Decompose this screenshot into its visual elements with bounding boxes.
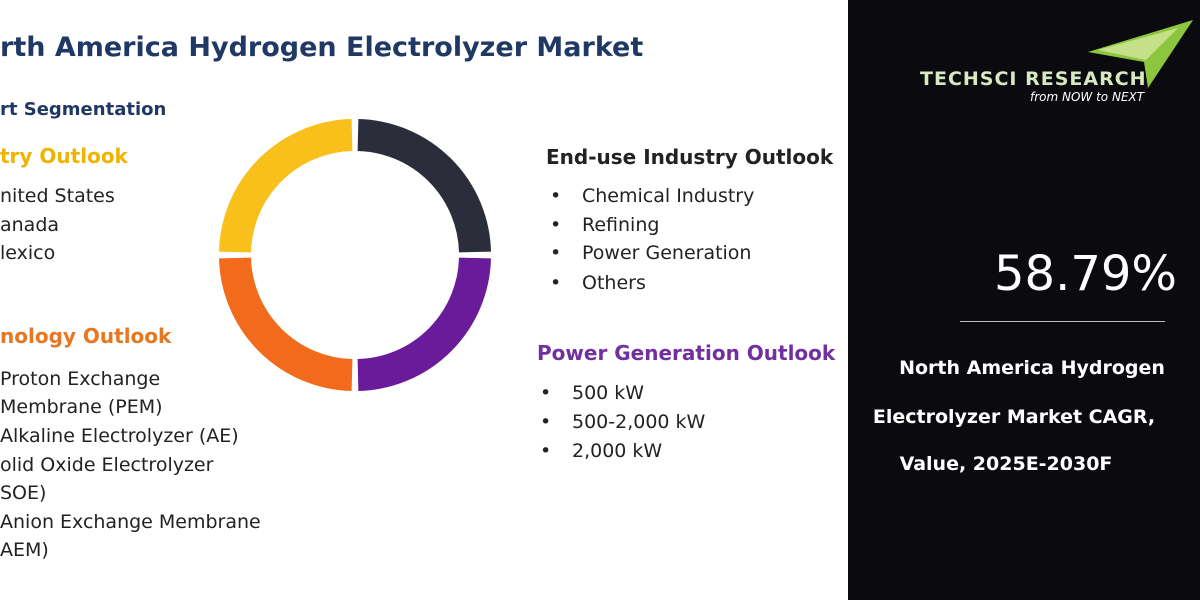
divider xyxy=(960,321,1165,322)
caption-line: North America Hydrogen xyxy=(899,357,1165,379)
logo-swoosh xyxy=(1088,20,1193,88)
donut-segment xyxy=(219,119,353,253)
sidebar: TECHSCI RESEARCH from NOW to NEXT 58.79%… xyxy=(848,0,1200,600)
donut-graphic xyxy=(219,119,491,391)
section-heading: Power Generation Outlook xyxy=(537,341,836,365)
section-heading: End-use Industry Outlook xyxy=(546,145,834,169)
tagline: from NOW to NEXT xyxy=(1030,90,1145,104)
section-heading: nology Outlook xyxy=(0,324,172,348)
caption-line: Value, 2025E-2030F xyxy=(899,453,1113,475)
list-item: 500-2,000 kW xyxy=(540,413,705,433)
list-item: Power Generation xyxy=(550,244,752,264)
list-item: 500 kW xyxy=(540,384,644,404)
caption-line: Electrolyzer Market CAGR, xyxy=(872,406,1156,428)
list-item: Refining xyxy=(550,216,660,236)
list-item: olid Oxide Electrolyzer xyxy=(0,454,214,476)
list-item: anada xyxy=(0,214,60,236)
list-item: lexico xyxy=(0,242,56,264)
list-item: SOE) xyxy=(0,482,47,504)
donut-segment xyxy=(357,119,491,253)
donut-segment xyxy=(357,257,491,391)
list-item: Alkaline Electrolyzer (AE) xyxy=(0,425,239,447)
list-item: Anion Exchange Membrane xyxy=(0,511,261,533)
cagr-value: 58.79% xyxy=(994,246,1178,302)
subtitle: rt Segmentation xyxy=(0,99,167,120)
list-item: Membrane (PEM) xyxy=(0,396,163,418)
list-item: Others xyxy=(550,274,646,294)
list-item: AEM) xyxy=(0,539,49,561)
list-item: 2,000 kW xyxy=(540,442,662,462)
donut-segment xyxy=(219,257,353,391)
list-item: Chemical Industry xyxy=(550,187,754,207)
section-heading: try Outlook xyxy=(0,144,128,168)
list-item: nited States xyxy=(0,185,115,207)
title: rth America Hydrogen Electrolyzer Market xyxy=(0,32,644,63)
list-item: Proton Exchange xyxy=(0,368,161,390)
brand: TECHSCI RESEARCH xyxy=(920,68,1147,90)
